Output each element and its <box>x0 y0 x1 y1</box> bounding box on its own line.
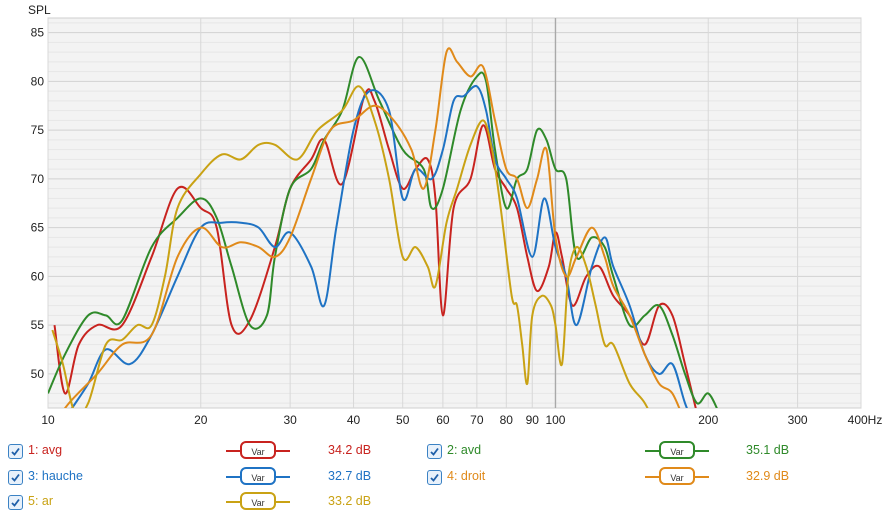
y-tick-label: 70 <box>31 172 45 186</box>
x-tick-label: 20 <box>194 413 208 427</box>
var-button-avd[interactable]: Var <box>659 441 695 459</box>
legend-line-hauche <box>226 476 240 478</box>
legend-line-droit-right <box>695 476 709 478</box>
legend-line-avg <box>226 450 240 452</box>
legend-label-avd: 2: avd <box>447 443 482 457</box>
y-tick-label: 50 <box>31 367 45 381</box>
series-line-droit <box>63 47 681 408</box>
var-button-ar[interactable]: Var <box>240 492 276 510</box>
x-tick-label: 30 <box>283 413 297 427</box>
legend-value-avd: 35.1 dB <box>746 443 790 457</box>
legend-value-ar: 33.2 dB <box>328 494 372 508</box>
legend-line-avd <box>645 450 659 452</box>
legend-item-avd[interactable]: 2: avd Var 35.1 dB <box>427 440 867 462</box>
y-axis-label: SPL <box>28 3 51 17</box>
y-tick-label: 75 <box>31 123 45 137</box>
y-tick-labels: 50 55 60 65 70 75 80 85 <box>31 26 45 381</box>
legend-value-hauche: 32.7 dB <box>328 469 372 483</box>
x-tick-label: 10 <box>41 413 55 427</box>
y-tick-label: 65 <box>31 221 45 235</box>
legend-line-hauche-right <box>276 476 290 478</box>
series-lines <box>48 47 718 408</box>
x-tick-label: 400Hz <box>848 413 883 427</box>
x-tick-labels: 10 20 30 40 50 60 70 80 90 100 200 300 400Hz <box>41 413 882 427</box>
legend-item-hauche[interactable]: 3: hauche Var 32.7 dB <box>8 466 428 488</box>
x-tick-label: 70 <box>470 413 484 427</box>
x-tick-label: 100 <box>545 413 565 427</box>
y-tick-label: 80 <box>31 74 45 88</box>
legend-line-avg-right <box>276 450 290 452</box>
legend-label-hauche: 3: hauche <box>28 469 83 483</box>
x-tick-label: 80 <box>500 413 514 427</box>
checkbox-avg[interactable] <box>8 444 23 459</box>
x-tick-label: 50 <box>396 413 410 427</box>
series-line-ar <box>51 85 649 408</box>
legend-line-ar-right <box>276 501 290 503</box>
plot-background <box>47 17 862 409</box>
legend-item-droit[interactable]: 4: droit Var 32.9 dB <box>427 466 867 488</box>
legend-label-droit: 4: droit <box>447 469 486 483</box>
checkbox-avd[interactable] <box>427 444 442 459</box>
checkbox-ar[interactable] <box>8 495 23 510</box>
var-button-hauche[interactable]: Var <box>240 467 276 485</box>
legend-value-droit: 32.9 dB <box>746 469 790 483</box>
checkbox-droit[interactable] <box>427 470 442 485</box>
y-tick-label: 85 <box>31 26 45 40</box>
x-tick-label: 300 <box>788 413 808 427</box>
checkbox-hauche[interactable] <box>8 470 23 485</box>
x-tick-label: 40 <box>347 413 361 427</box>
legend: 1: avg Var 34.2 dB 2: avd Var 35.1 dB 3:… <box>0 432 884 517</box>
legend-item-avg[interactable]: 1: avg Var 34.2 dB <box>8 440 428 462</box>
x-tick-label: 90 <box>526 413 540 427</box>
grid <box>47 18 862 408</box>
legend-line-avd-right <box>695 450 709 452</box>
y-tick-label: 55 <box>31 318 45 332</box>
legend-label-ar: 5: ar <box>28 494 54 508</box>
series-line-hauche <box>70 84 688 408</box>
spl-chart: 10 20 30 40 50 60 70 80 90 100 200 300 400Hz 50 55 60 6… <box>28 3 882 427</box>
legend-line-ar <box>226 501 240 503</box>
legend-item-ar[interactable]: 5: ar Var 33.2 dB <box>8 491 428 513</box>
var-button-avg[interactable]: Var <box>240 441 276 459</box>
legend-label-avg: 1: avg <box>28 443 63 457</box>
var-button-droit[interactable]: Var <box>659 467 695 485</box>
y-tick-label: 60 <box>31 269 45 283</box>
x-tick-label: 200 <box>698 413 718 427</box>
legend-value-avg: 34.2 dB <box>328 443 372 457</box>
x-tick-label: 60 <box>436 413 450 427</box>
legend-line-droit <box>645 476 659 478</box>
